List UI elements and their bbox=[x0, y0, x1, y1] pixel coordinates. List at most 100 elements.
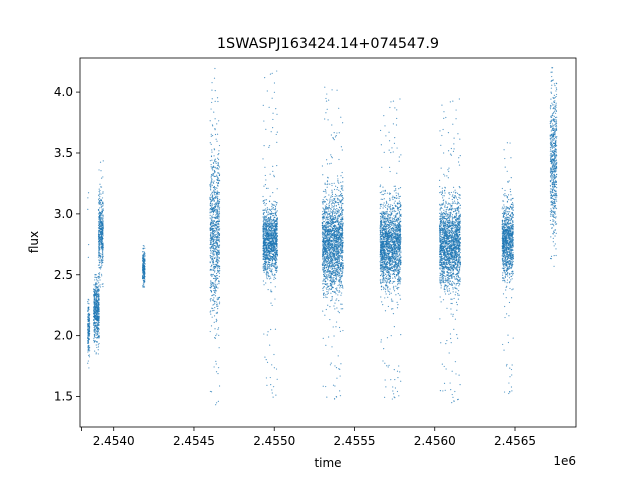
data-point bbox=[324, 262, 326, 264]
data-point bbox=[339, 243, 341, 245]
data-point bbox=[336, 236, 338, 238]
data-point bbox=[95, 312, 97, 314]
data-point bbox=[217, 298, 220, 300]
data-point bbox=[93, 330, 96, 332]
data-point bbox=[96, 325, 98, 327]
data-point bbox=[99, 207, 101, 209]
data-point bbox=[272, 192, 274, 194]
data-point bbox=[210, 241, 213, 243]
data-point bbox=[209, 234, 212, 236]
data-point bbox=[274, 207, 277, 209]
data-point bbox=[213, 203, 215, 205]
data-point bbox=[93, 301, 95, 303]
data-point bbox=[271, 224, 273, 226]
data-point bbox=[212, 252, 214, 254]
data-point bbox=[276, 220, 278, 222]
data-point bbox=[88, 316, 90, 318]
data-point bbox=[328, 246, 330, 248]
data-point bbox=[262, 222, 265, 224]
data-point bbox=[214, 278, 216, 280]
data-point bbox=[217, 200, 219, 202]
data-point bbox=[265, 218, 267, 220]
data-point bbox=[87, 362, 89, 364]
data-point bbox=[87, 208, 89, 210]
data-point bbox=[324, 190, 326, 193]
data-point bbox=[87, 317, 89, 319]
data-point bbox=[142, 269, 144, 271]
data-point bbox=[331, 246, 333, 249]
data-point bbox=[333, 205, 336, 207]
data-point bbox=[323, 251, 325, 254]
data-point bbox=[216, 164, 219, 166]
data-point bbox=[341, 292, 343, 294]
data-point bbox=[98, 188, 100, 190]
data-point bbox=[328, 276, 330, 278]
data-point bbox=[209, 255, 211, 257]
data-point bbox=[215, 246, 217, 248]
data-point bbox=[101, 264, 103, 266]
data-point bbox=[265, 250, 268, 252]
data-point bbox=[275, 223, 277, 225]
data-point bbox=[333, 199, 335, 202]
data-point bbox=[97, 312, 99, 314]
data-point bbox=[94, 316, 96, 318]
data-point bbox=[267, 250, 269, 252]
data-point bbox=[323, 209, 325, 211]
data-point bbox=[339, 218, 342, 221]
data-point bbox=[212, 169, 214, 171]
data-point bbox=[323, 274, 325, 277]
data-point bbox=[212, 211, 215, 214]
data-point bbox=[265, 208, 267, 210]
data-point bbox=[330, 215, 332, 217]
data-point bbox=[337, 219, 339, 222]
data-point bbox=[266, 269, 268, 271]
data-point bbox=[215, 222, 218, 224]
data-point bbox=[335, 185, 337, 187]
data-point bbox=[331, 298, 333, 300]
data-point bbox=[215, 334, 217, 337]
data-point bbox=[341, 224, 344, 226]
data-point bbox=[101, 210, 104, 213]
data-point bbox=[263, 200, 265, 202]
data-point bbox=[216, 197, 218, 199]
data-point bbox=[218, 334, 220, 336]
data-point bbox=[211, 264, 213, 267]
data-point bbox=[216, 97, 219, 99]
data-point bbox=[329, 279, 331, 282]
data-point bbox=[93, 326, 95, 329]
chart-title: 1SWASPJ163424.14+074547.9 bbox=[217, 36, 439, 52]
data-point bbox=[275, 262, 277, 264]
data-point bbox=[274, 234, 276, 236]
data-point bbox=[212, 243, 214, 245]
data-point bbox=[328, 204, 330, 207]
data-point bbox=[265, 255, 268, 257]
data-point bbox=[333, 242, 336, 245]
data-point bbox=[264, 261, 267, 263]
data-point bbox=[338, 278, 340, 280]
data-point bbox=[271, 263, 273, 265]
data-point bbox=[93, 307, 95, 309]
data-point bbox=[331, 215, 333, 217]
data-point bbox=[218, 228, 221, 230]
data-point bbox=[213, 175, 215, 178]
data-point bbox=[101, 217, 103, 219]
data-point bbox=[144, 247, 146, 249]
data-point bbox=[342, 217, 344, 220]
data-point bbox=[272, 256, 274, 258]
data-point bbox=[102, 251, 104, 254]
data-point bbox=[271, 222, 273, 224]
data-point bbox=[327, 183, 329, 185]
data-point bbox=[217, 206, 219, 208]
data-point bbox=[326, 396, 328, 398]
data-point bbox=[212, 125, 214, 127]
data-point bbox=[271, 220, 273, 222]
data-point bbox=[98, 342, 100, 345]
data-point bbox=[340, 206, 343, 209]
data-point bbox=[321, 222, 324, 224]
data-point bbox=[262, 255, 264, 258]
data-point bbox=[217, 233, 219, 236]
data-point bbox=[98, 250, 100, 252]
data-point bbox=[341, 275, 343, 278]
data-point bbox=[340, 181, 342, 183]
data-point bbox=[211, 299, 214, 301]
